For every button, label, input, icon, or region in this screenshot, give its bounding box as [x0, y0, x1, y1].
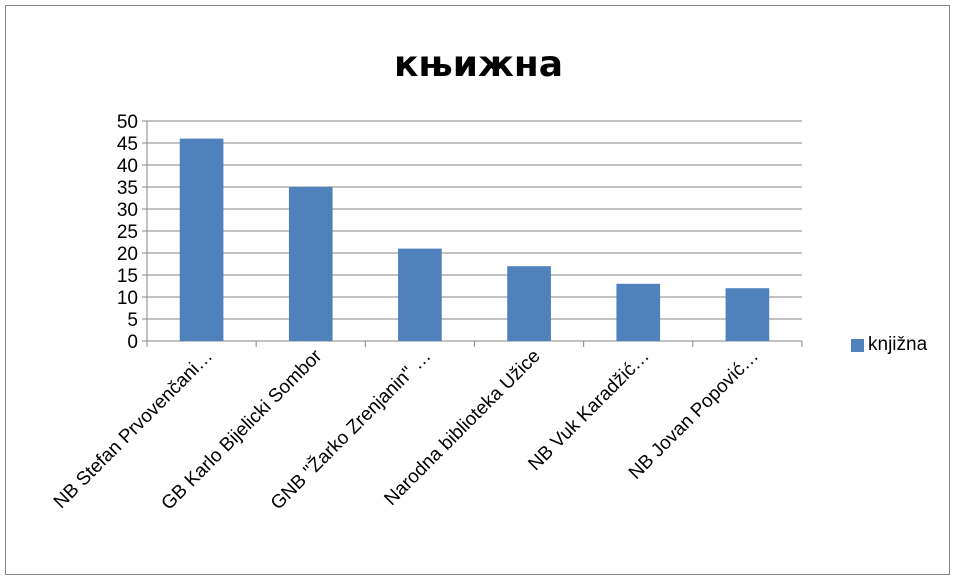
chart-title: књижна	[393, 44, 564, 85]
y-tick-label: 5	[127, 310, 138, 331]
legend-label: knjižna	[868, 334, 928, 355]
y-tick-label: 45	[117, 134, 138, 155]
bar	[179, 138, 224, 341]
y-tick-label: 40	[117, 156, 138, 177]
bar	[507, 266, 551, 341]
y-tick-label: 35	[117, 178, 138, 199]
x-category-label: NB Vuk Karadžić…	[524, 346, 653, 475]
y-tick-label: 20	[117, 244, 138, 265]
bar	[616, 283, 661, 341]
bar	[288, 187, 333, 341]
bar	[725, 288, 770, 341]
y-tick-label: 25	[117, 222, 138, 243]
y-tick-label: 10	[117, 288, 138, 309]
legend: knjižna	[851, 334, 927, 356]
y-tick-label: 0	[127, 332, 138, 353]
y-tick-label: 15	[117, 266, 138, 287]
y-tick-label: 50	[117, 112, 138, 133]
bar	[398, 248, 442, 341]
chart-frame: књижна 0 5 10 15 20 25 30 35 40 45 50 NB Stefan Prv…	[5, 5, 950, 575]
y-tick-label: 30	[117, 200, 138, 221]
legend-swatch	[851, 338, 864, 352]
